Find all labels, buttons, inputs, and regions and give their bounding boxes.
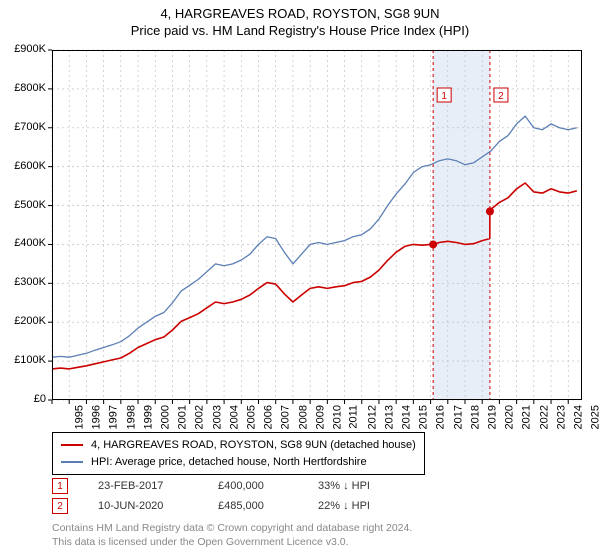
chart-container: 4, HARGREAVES ROAD, ROYSTON, SG8 9UN Pri…	[0, 0, 600, 560]
y-tick-label: £100K	[0, 354, 46, 366]
y-tick-label: £0	[0, 393, 46, 405]
sale-date: 10-JUN-2020	[98, 500, 218, 512]
page-subtitle: Price paid vs. HM Land Registry's House …	[0, 23, 600, 38]
legend-item: HPI: Average price, detached house, Nort…	[61, 454, 416, 471]
sale-row: 1 23-FEB-2017 £400,000 33% ↓ HPI	[52, 476, 418, 496]
x-tick-label: 2014	[400, 405, 412, 429]
x-tick-label: 2000	[160, 405, 172, 429]
y-tick-label: £900K	[0, 43, 46, 55]
y-tick-label: £500K	[0, 199, 46, 211]
sales-table: 1 23-FEB-2017 £400,000 33% ↓ HPI 2 10-JU…	[52, 476, 418, 516]
legend-label: HPI: Average price, detached house, Nort…	[91, 454, 367, 471]
x-tick-label: 2019	[486, 405, 498, 429]
sale-row: 2 10-JUN-2020 £485,000 22% ↓ HPI	[52, 496, 418, 516]
x-tick-label: 2017	[452, 405, 464, 429]
svg-text:2: 2	[498, 91, 504, 102]
y-tick-label: £300K	[0, 276, 46, 288]
credit-line: This data is licensed under the Open Gov…	[52, 536, 412, 550]
legend-label: 4, HARGREAVES ROAD, ROYSTON, SG8 9UN (de…	[91, 437, 416, 454]
x-tick-label: 2020	[504, 405, 516, 429]
sale-price: £485,000	[218, 500, 318, 512]
sale-date: 23-FEB-2017	[98, 480, 218, 492]
x-tick-label: 1997	[108, 405, 120, 429]
x-tick-label: 1995	[73, 405, 85, 429]
x-tick-label: 2004	[228, 405, 240, 429]
sale-marker-icon: 1	[52, 478, 68, 494]
x-tick-label: 2010	[332, 405, 344, 429]
x-tick-label: 2009	[314, 405, 326, 429]
x-tick-label: 2002	[194, 405, 206, 429]
legend-swatch	[61, 461, 83, 463]
legend-item: 4, HARGREAVES ROAD, ROYSTON, SG8 9UN (de…	[61, 437, 416, 454]
y-tick-label: £700K	[0, 121, 46, 133]
y-tick-label: £200K	[0, 315, 46, 327]
x-tick-label: 1999	[142, 405, 154, 429]
x-tick-label: 2005	[246, 405, 258, 429]
sale-diff: 22% ↓ HPI	[318, 500, 418, 512]
x-tick-label: 2008	[297, 405, 309, 429]
x-tick-label: 2021	[521, 405, 533, 429]
sale-marker-icon: 2	[52, 498, 68, 514]
x-tick-label: 2003	[211, 405, 223, 429]
x-tick-label: 2011	[348, 405, 360, 429]
legend: 4, HARGREAVES ROAD, ROYSTON, SG8 9UN (de…	[52, 432, 425, 475]
x-tick-label: 2006	[263, 405, 275, 429]
x-tick-label: 2001	[177, 405, 189, 429]
credit-text: Contains HM Land Registry data © Crown c…	[52, 522, 412, 549]
x-tick-label: 1996	[91, 405, 103, 429]
x-tick-label: 2022	[538, 405, 550, 429]
x-tick-label: 2015	[418, 405, 430, 429]
sale-price: £400,000	[218, 480, 318, 492]
x-tick-label: 2016	[435, 405, 447, 429]
x-tick-label: 2007	[280, 405, 292, 429]
page-title: 4, HARGREAVES ROAD, ROYSTON, SG8 9UN	[0, 6, 600, 21]
y-tick-label: £600K	[0, 160, 46, 172]
sale-diff: 33% ↓ HPI	[318, 480, 418, 492]
x-tick-label: 2013	[383, 405, 395, 429]
credit-line: Contains HM Land Registry data © Crown c…	[52, 522, 412, 536]
legend-swatch	[61, 444, 83, 446]
x-tick-label: 2025	[590, 405, 600, 429]
title-block: 4, HARGREAVES ROAD, ROYSTON, SG8 9UN Pri…	[0, 0, 600, 38]
line-chart: 12	[52, 50, 582, 400]
svg-text:1: 1	[441, 91, 447, 102]
x-tick-label: 1998	[125, 405, 137, 429]
x-tick-label: 2012	[366, 405, 378, 429]
x-tick-label: 2023	[555, 405, 567, 429]
y-tick-label: £800K	[0, 82, 46, 94]
x-tick-label: 2024	[573, 405, 585, 429]
x-tick-label: 2018	[469, 405, 481, 429]
chart-area: 12	[52, 50, 582, 400]
y-tick-label: £400K	[0, 237, 46, 249]
